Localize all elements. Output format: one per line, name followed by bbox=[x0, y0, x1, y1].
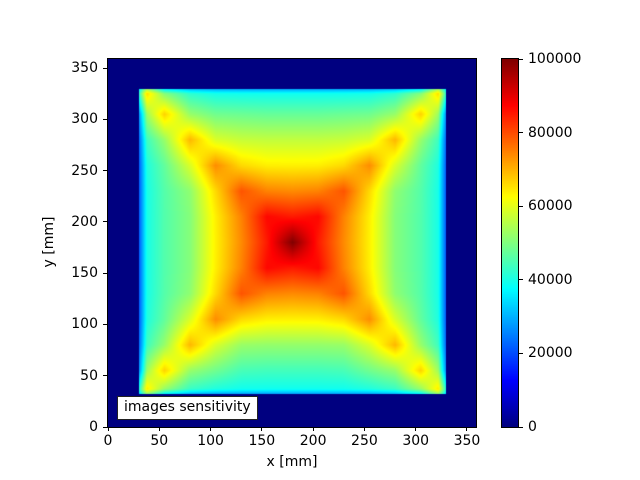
y-tick-mark bbox=[103, 67, 107, 69]
x-tick-label: 150 bbox=[248, 433, 276, 449]
y-tick-mark bbox=[103, 170, 107, 172]
x-tick-label: 350 bbox=[453, 433, 481, 449]
x-axis-label: x [mm] bbox=[266, 454, 318, 470]
colorbar-tick-mark bbox=[519, 426, 523, 428]
x-tick-mark bbox=[158, 427, 160, 431]
colorbar-tick-label: 20000 bbox=[528, 345, 573, 362]
colorbar-tick-label: 0 bbox=[528, 419, 537, 435]
x-tick-mark bbox=[363, 427, 365, 431]
y-tick-label: 50 bbox=[80, 367, 98, 384]
annotation-box: images sensitivity bbox=[117, 396, 258, 420]
colorbar-tick-label: 60000 bbox=[528, 198, 573, 215]
heatmap-canvas bbox=[108, 59, 476, 427]
y-tick-mark bbox=[103, 221, 107, 223]
x-tick-mark bbox=[210, 427, 212, 431]
y-tick-label: 300 bbox=[71, 111, 98, 128]
colorbar-frame bbox=[501, 58, 519, 428]
x-tick-mark bbox=[466, 427, 468, 431]
y-tick-label: 200 bbox=[71, 213, 98, 230]
x-tick-mark bbox=[107, 427, 109, 431]
x-tick-label: 200 bbox=[299, 433, 327, 449]
y-tick-mark bbox=[103, 375, 107, 377]
colorbar-tick-mark bbox=[519, 279, 523, 281]
colorbar-tick-mark bbox=[519, 352, 523, 354]
x-tick-mark bbox=[261, 427, 263, 431]
x-tick-label: 50 bbox=[150, 433, 169, 449]
y-tick-mark bbox=[103, 323, 107, 325]
x-tick-label: 100 bbox=[197, 433, 224, 449]
x-tick-label: 0 bbox=[103, 433, 113, 449]
colorbar-tick-mark bbox=[519, 205, 523, 207]
annotation-text: images sensitivity bbox=[124, 399, 251, 415]
y-tick-label: 150 bbox=[71, 265, 98, 282]
plot-frame bbox=[107, 58, 477, 428]
x-tick-label: 250 bbox=[351, 433, 378, 449]
y-tick-label: 250 bbox=[71, 162, 98, 179]
y-axis-label: y [mm] bbox=[41, 216, 57, 268]
colorbar-tick-label: 40000 bbox=[528, 271, 573, 288]
colorbar-tick-label: 80000 bbox=[528, 124, 573, 141]
y-tick-label: 0 bbox=[89, 419, 98, 435]
colorbar-tick-mark bbox=[519, 132, 523, 134]
x-tick-label: 300 bbox=[402, 433, 430, 449]
colorbar-tick-mark bbox=[519, 58, 523, 60]
x-tick-mark bbox=[312, 427, 314, 431]
colorbar-tick-label: 100000 bbox=[528, 51, 582, 67]
y-tick-mark bbox=[103, 272, 107, 274]
y-tick-label: 350 bbox=[71, 60, 98, 77]
y-tick-mark bbox=[103, 426, 107, 428]
y-tick-mark bbox=[103, 118, 107, 120]
y-tick-label: 100 bbox=[71, 316, 98, 333]
x-tick-mark bbox=[415, 427, 417, 431]
colorbar-canvas bbox=[502, 59, 518, 427]
